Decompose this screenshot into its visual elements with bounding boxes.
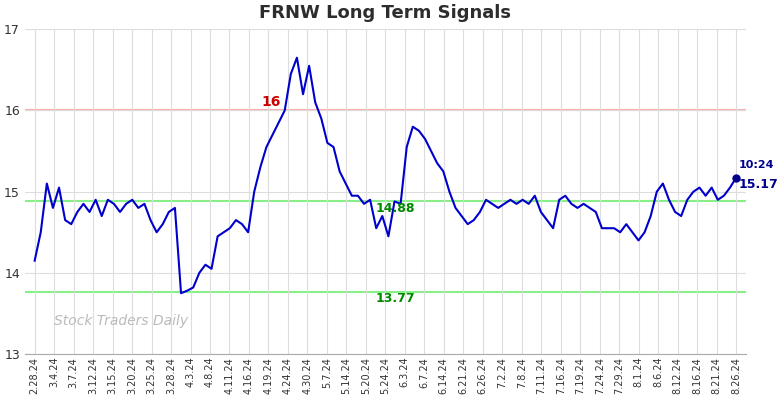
Text: 13.77: 13.77 — [376, 292, 416, 305]
Text: 10:24: 10:24 — [739, 160, 775, 170]
Text: Stock Traders Daily: Stock Traders Daily — [54, 314, 188, 328]
Text: 16: 16 — [262, 96, 281, 109]
Text: 14.88: 14.88 — [376, 202, 415, 215]
Title: FRNW Long Term Signals: FRNW Long Term Signals — [260, 4, 511, 22]
Text: 15.17: 15.17 — [739, 178, 779, 191]
